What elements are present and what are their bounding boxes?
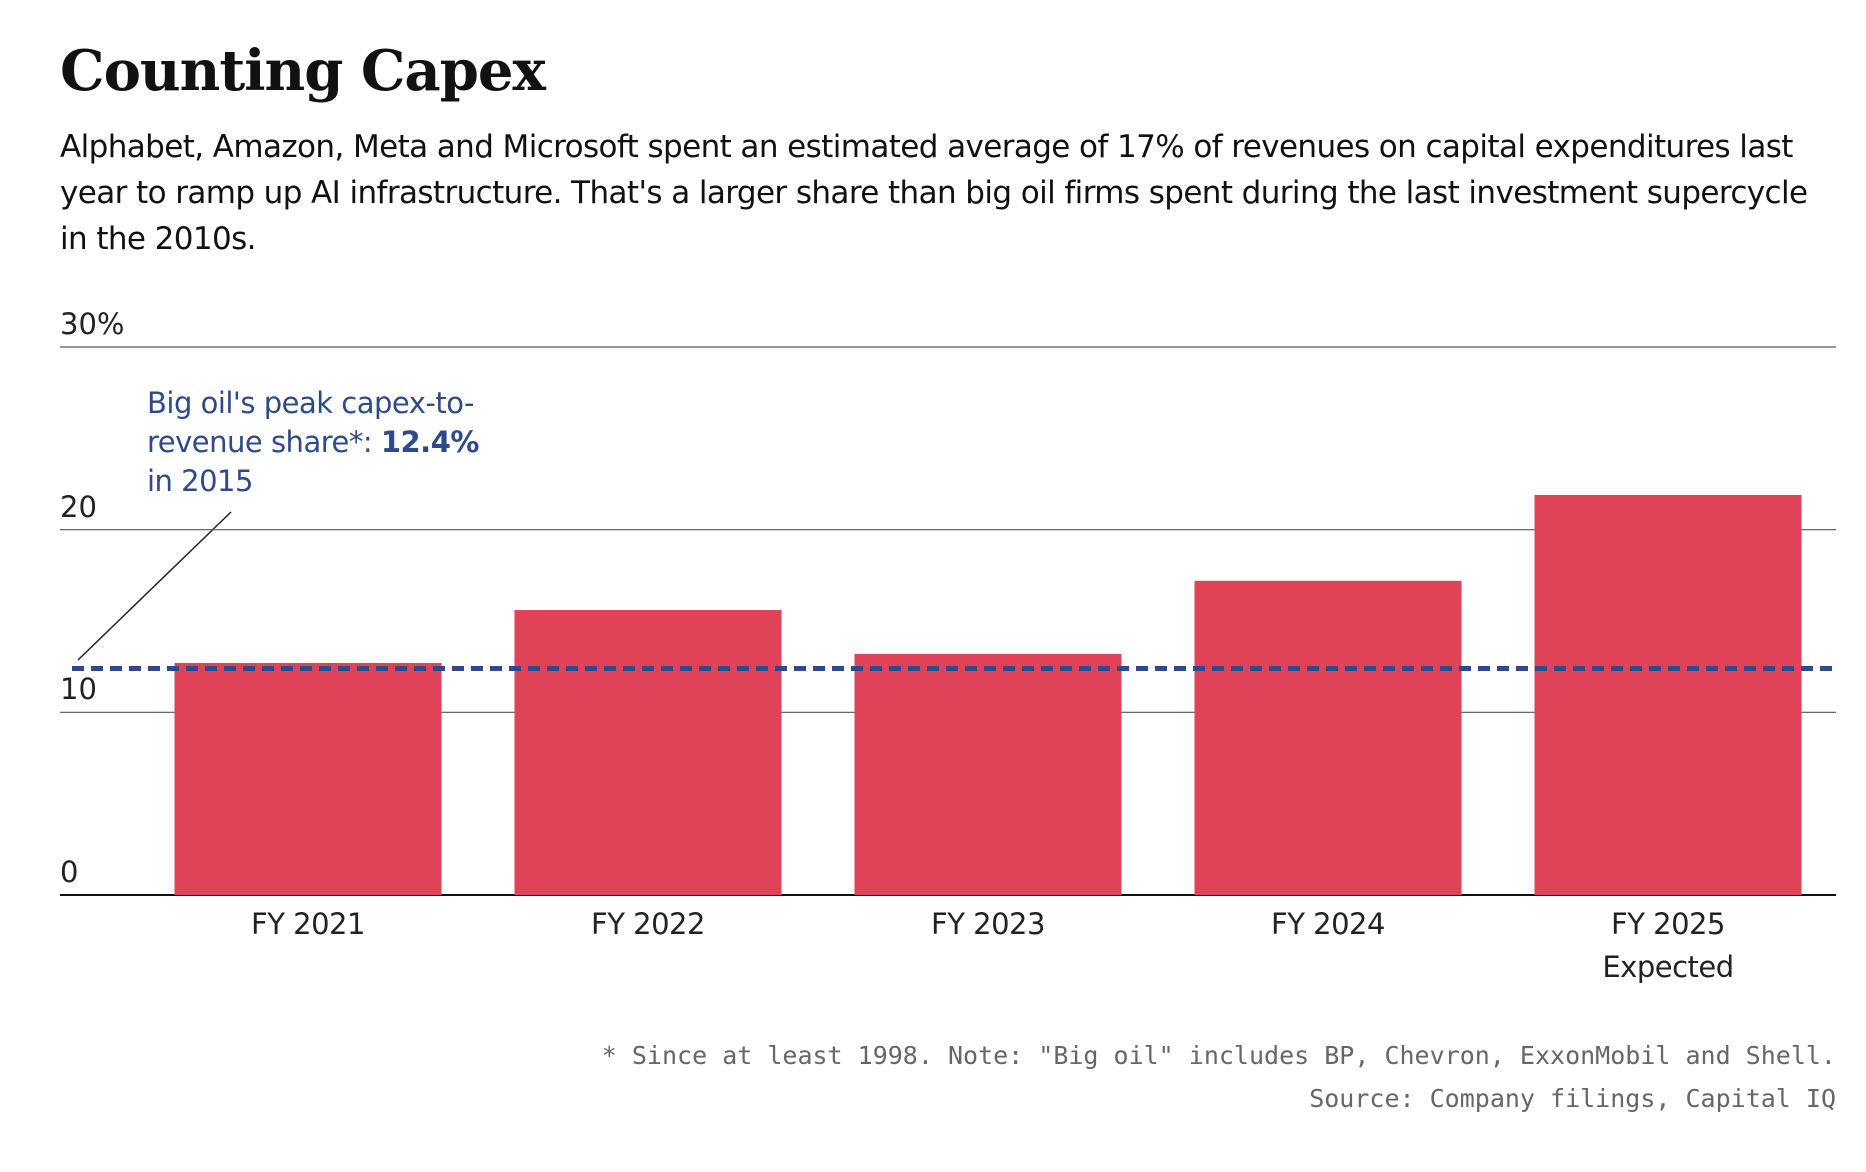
- y-tick-label: 0: [60, 855, 79, 889]
- reference-label: Big oil's peak capex-to-revenue share*:: [147, 386, 474, 459]
- x-tick-label: FY 2024: [1271, 907, 1385, 941]
- x-tick-label: FY 2025 Expected: [1602, 907, 1734, 984]
- chart-subtitle: Alphabet, Amazon, Meta and Microsoft spe…: [60, 129, 1808, 257]
- x-tick-label: FY 2021: [251, 907, 365, 941]
- y-tick-label: 10: [60, 672, 97, 707]
- y-tick-label: 30%: [60, 307, 125, 341]
- bar: [1194, 580, 1462, 895]
- leader-line: [77, 511, 232, 661]
- reference-value-label: 12.4%: [380, 425, 480, 459]
- x-tick-label: FY 2022: [591, 907, 705, 941]
- source: Source: Company filings, Capital IQ: [1309, 1084, 1836, 1113]
- x-tick-label: FY 2023: [931, 907, 1045, 941]
- footnote: * Since at least 1998. Note: "Big oil" i…: [601, 1041, 1836, 1070]
- bar: [514, 610, 782, 895]
- bar: [854, 653, 1122, 895]
- reference-annotation: Big oil's peak capex-to-revenue share*: …: [147, 384, 492, 501]
- bar: [174, 663, 442, 895]
- y-tick-label: 20: [60, 489, 97, 524]
- reference-note: in 2015: [147, 464, 253, 498]
- bar: [1534, 494, 1802, 895]
- chart-title: Counting Capex: [60, 38, 546, 104]
